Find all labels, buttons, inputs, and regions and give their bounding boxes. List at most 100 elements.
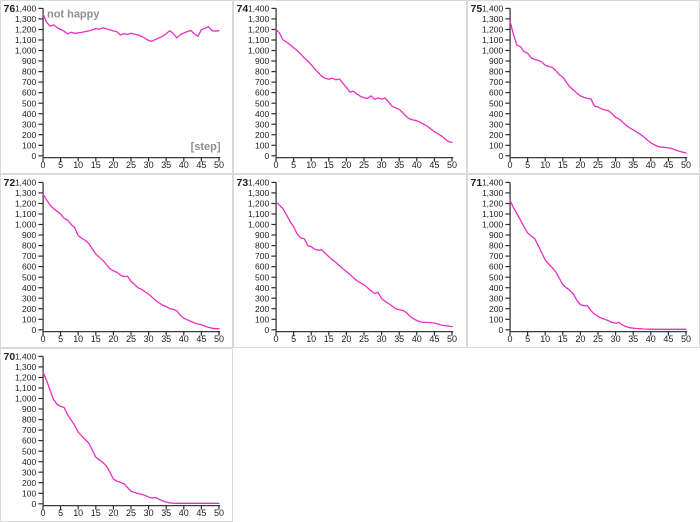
svg-text:25: 25 (593, 334, 603, 344)
svg-text:40: 40 (645, 334, 655, 344)
svg-text:45: 45 (663, 334, 673, 344)
svg-text:1,000: 1,000 (15, 394, 37, 404)
svg-text:700: 700 (255, 77, 269, 87)
svg-text:0: 0 (31, 325, 36, 335)
svg-text:25: 25 (359, 334, 369, 344)
svg-text:50: 50 (214, 160, 224, 170)
svg-text:200: 200 (255, 304, 269, 314)
svg-text:0: 0 (274, 334, 279, 344)
svg-text:1,300: 1,300 (248, 14, 270, 24)
svg-text:20: 20 (108, 334, 118, 344)
svg-text:800: 800 (489, 241, 503, 251)
svg-text:5: 5 (525, 334, 530, 344)
svg-text:300: 300 (255, 119, 269, 129)
svg-text:600: 600 (22, 88, 36, 98)
svg-text:5: 5 (291, 334, 296, 344)
svg-text:1,200: 1,200 (248, 199, 270, 209)
svg-text:600: 600 (255, 88, 269, 98)
svg-text:45: 45 (196, 334, 206, 344)
svg-text:1,100: 1,100 (248, 35, 270, 45)
svg-text:25: 25 (126, 334, 136, 344)
svg-text:1,200: 1,200 (15, 25, 37, 35)
svg-text:0: 0 (507, 334, 512, 344)
svg-text:300: 300 (22, 293, 36, 303)
svg-text:25: 25 (359, 160, 369, 170)
svg-text:600: 600 (489, 262, 503, 272)
svg-text:0: 0 (31, 499, 36, 509)
svg-text:30: 30 (144, 334, 154, 344)
svg-text:800: 800 (22, 415, 36, 425)
svg-text:300: 300 (489, 119, 503, 129)
svg-text:5: 5 (58, 334, 63, 344)
svg-text:1,000: 1,000 (248, 220, 270, 230)
svg-text:20: 20 (342, 334, 352, 344)
svg-text:1,000: 1,000 (15, 220, 37, 230)
svg-text:400: 400 (255, 283, 269, 293)
svg-text:45: 45 (196, 508, 206, 518)
svg-text:25: 25 (126, 508, 136, 518)
svg-text:15: 15 (91, 334, 101, 344)
svg-text:900: 900 (22, 56, 36, 66)
svg-text:1,300: 1,300 (248, 188, 270, 198)
svg-text:900: 900 (489, 56, 503, 66)
svg-text:700: 700 (489, 77, 503, 87)
svg-text:30: 30 (377, 334, 387, 344)
svg-text:200: 200 (489, 130, 503, 140)
svg-text:1,300: 1,300 (15, 362, 37, 372)
svg-text:15: 15 (324, 334, 334, 344)
svg-text:700: 700 (22, 251, 36, 261)
svg-text:700: 700 (255, 251, 269, 261)
svg-text:1,200: 1,200 (15, 199, 37, 209)
svg-text:5: 5 (58, 160, 63, 170)
svg-text:400: 400 (22, 109, 36, 119)
svg-text:1,200: 1,200 (482, 25, 504, 35)
svg-text:0: 0 (274, 160, 279, 170)
svg-text:1,400: 1,400 (482, 178, 504, 188)
svg-text:900: 900 (255, 56, 269, 66)
svg-text:10: 10 (73, 160, 83, 170)
svg-text:10: 10 (73, 334, 83, 344)
svg-text:1,000: 1,000 (248, 46, 270, 56)
svg-text:45: 45 (196, 160, 206, 170)
svg-text:30: 30 (144, 160, 154, 170)
svg-text:800: 800 (489, 67, 503, 77)
svg-text:1,300: 1,300 (15, 14, 37, 24)
svg-text:100: 100 (22, 314, 36, 324)
svg-text:100: 100 (255, 314, 269, 324)
svg-text:70: 70 (3, 352, 15, 363)
svg-text:50: 50 (447, 334, 457, 344)
svg-text:50: 50 (681, 334, 691, 344)
svg-text:72: 72 (3, 178, 15, 189)
svg-text:0: 0 (40, 334, 45, 344)
svg-text:1,300: 1,300 (15, 188, 37, 198)
svg-text:600: 600 (489, 88, 503, 98)
svg-text:500: 500 (255, 272, 269, 282)
svg-text:1,100: 1,100 (248, 209, 270, 219)
svg-text:300: 300 (22, 119, 36, 129)
svg-text:0: 0 (498, 325, 503, 335)
svg-text:35: 35 (161, 160, 171, 170)
svg-text:200: 200 (22, 304, 36, 314)
svg-text:40: 40 (412, 160, 422, 170)
svg-text:1,100: 1,100 (15, 35, 37, 45)
svg-text:5: 5 (291, 160, 296, 170)
svg-text:1,000: 1,000 (482, 220, 504, 230)
svg-text:30: 30 (377, 160, 387, 170)
svg-text:1,200: 1,200 (248, 25, 270, 35)
svg-text:800: 800 (22, 67, 36, 77)
svg-text:600: 600 (255, 262, 269, 272)
svg-text:40: 40 (179, 160, 189, 170)
svg-text:35: 35 (628, 160, 638, 170)
svg-text:15: 15 (91, 508, 101, 518)
svg-text:900: 900 (255, 230, 269, 240)
svg-text:71: 71 (470, 178, 482, 189)
svg-text:500: 500 (489, 98, 503, 108)
svg-text:40: 40 (645, 160, 655, 170)
svg-text:20: 20 (108, 508, 118, 518)
svg-text:73: 73 (237, 178, 249, 189)
svg-text:1,100: 1,100 (482, 209, 504, 219)
svg-text:35: 35 (394, 334, 404, 344)
svg-text:50: 50 (214, 334, 224, 344)
svg-text:15: 15 (324, 160, 334, 170)
svg-text:35: 35 (394, 160, 404, 170)
